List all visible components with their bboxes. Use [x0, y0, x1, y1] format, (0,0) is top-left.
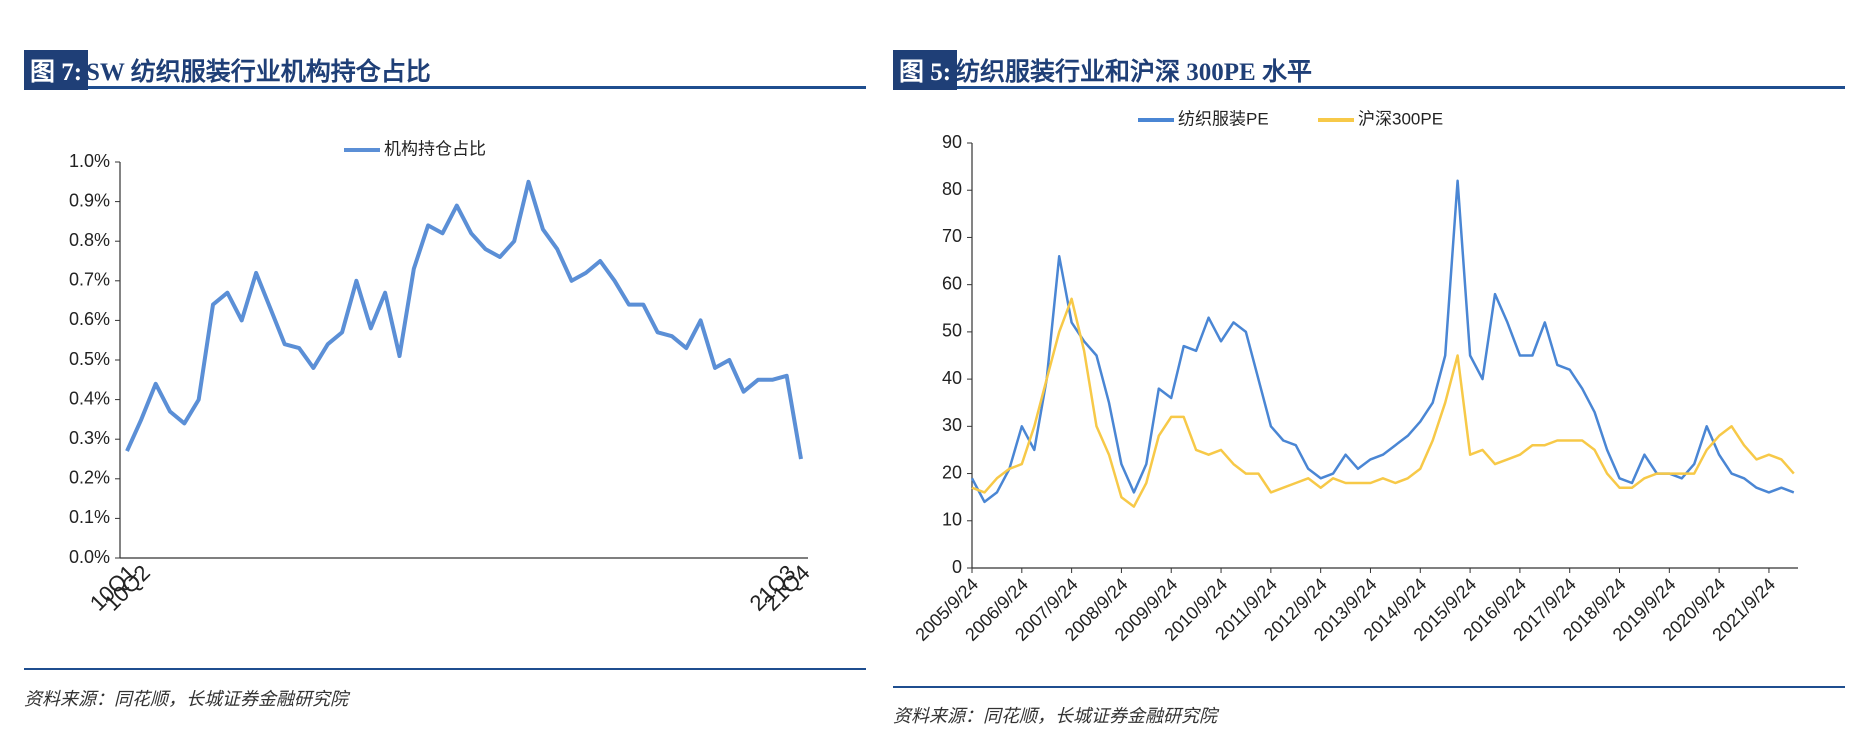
source: 资料来源：同花顺，长城证券金融研究院	[893, 706, 1217, 726]
y-tick-label: 0.1%	[69, 507, 110, 527]
figure-label: 图 7:	[24, 50, 89, 90]
legend-label: 机构持仓占比	[384, 139, 486, 158]
header: 图 7: SW 纺织服装行业机构持仓占比	[24, 46, 866, 90]
series-line	[971, 297, 1795, 508]
figure-label: 图 5:	[893, 50, 958, 90]
y-tick-label: 60	[942, 273, 962, 293]
series-line	[970, 179, 1795, 504]
y-tick-label: 50	[942, 321, 962, 341]
y-tick-label: 0.2%	[69, 468, 110, 488]
y-tick-label: 90	[942, 132, 962, 152]
panel-left: 图 7: SW 纺织服装行业机构持仓占比 资料来源：同花顺，长城证券金融研究院	[24, 0, 866, 738]
figure-title: 纺织服装行业和沪深 300PE 水平	[955, 59, 1312, 86]
y-tick-label: 0.5%	[69, 349, 110, 369]
legend-label: 纺织服装PE	[1178, 109, 1269, 128]
y-tick-label: 30	[942, 415, 962, 435]
legend-label: 沪深300PE	[1358, 109, 1443, 128]
source: 资料来源：同花顺，长城证券金融研究院	[24, 689, 348, 709]
series-line	[125, 179, 803, 460]
panel-right: 图 5: 纺织服装行业和沪深 300PE 水平 资料来源：同花顺，长城证券金融研…	[893, 0, 1845, 738]
footer-rule	[24, 668, 866, 670]
y-tick-label: 0.8%	[69, 230, 110, 250]
y-tick-label: 0.4%	[69, 388, 110, 408]
y-tick-label: 10	[942, 510, 962, 530]
y-tick-label: 0.3%	[69, 428, 110, 448]
y-tick-label: 1.0%	[69, 151, 110, 171]
y-tick-label: 80	[942, 179, 962, 199]
y-tick-label: 20	[942, 462, 962, 482]
y-tick-label: 0	[952, 557, 962, 577]
y-tick-label: 0.7%	[69, 270, 110, 290]
y-tick-label: 70	[942, 226, 962, 246]
figure-title: SW 纺织服装行业机构持仓占比	[86, 59, 431, 86]
y-tick-label: 40	[942, 368, 962, 388]
y-tick-label: 0.9%	[69, 190, 110, 210]
y-tick-label: 0.0%	[69, 547, 110, 567]
footer-rule	[893, 686, 1845, 688]
header: 图 5: 纺织服装行业和沪深 300PE 水平	[893, 46, 1845, 90]
y-tick-label: 0.6%	[69, 309, 110, 329]
